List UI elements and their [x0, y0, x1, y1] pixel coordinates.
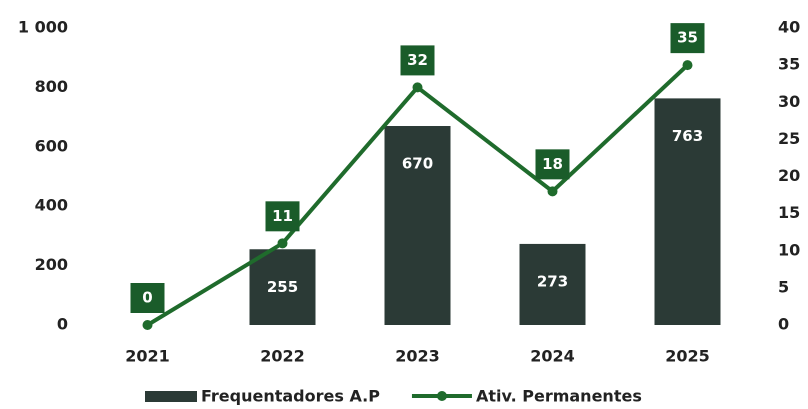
y2-tick-label: 35 — [778, 55, 800, 74]
line-point — [142, 320, 153, 330]
value-label-box — [670, 23, 705, 54]
y2-tick-label: 40 — [778, 18, 800, 37]
bar-value-label: 670 — [402, 155, 433, 173]
bar — [249, 249, 316, 325]
x-tick-label: 2025 — [665, 347, 710, 366]
bar — [384, 126, 451, 325]
value-label-box — [535, 149, 570, 180]
y-tick-label: 600 — [35, 136, 68, 155]
line-point — [277, 238, 288, 249]
x-tick-label: 2021 — [125, 347, 170, 366]
line-value-label: 35 — [677, 29, 698, 47]
y2-tick-label: 30 — [778, 92, 800, 111]
value-label-box — [265, 201, 300, 232]
x-tick-label: 2022 — [260, 347, 305, 366]
legend-swatch — [145, 391, 197, 402]
y-tick-label: 800 — [35, 77, 68, 96]
value-label-box — [130, 283, 165, 313]
line-point — [412, 82, 423, 93]
y-tick-label: 0 — [57, 315, 68, 334]
y2-tick-label: 25 — [778, 129, 800, 148]
line-value-label: 0 — [142, 289, 152, 307]
y-tick-label: 200 — [35, 255, 68, 274]
line-point — [547, 186, 558, 197]
y-tick-label: 1 000 — [18, 18, 68, 37]
line-value-label: 18 — [542, 155, 563, 173]
bar-value-label: 763 — [672, 127, 703, 145]
legend-label: Ativ. Permanentes — [476, 387, 642, 406]
bar-value-label: 255 — [267, 278, 298, 296]
y2-tick-label: 20 — [778, 166, 800, 185]
value-label-box — [400, 45, 435, 76]
bar-value-label: 273 — [537, 272, 568, 290]
y2-tick-label: 5 — [778, 277, 789, 296]
y2-tick-label: 0 — [778, 315, 789, 334]
x-tick-label: 2023 — [395, 347, 440, 366]
y-tick-label: 400 — [35, 196, 68, 215]
y2-tick-label: 10 — [778, 240, 800, 259]
line-point — [682, 60, 693, 71]
legend-label: Frequentadores A.P — [201, 387, 380, 406]
line-value-label: 32 — [407, 51, 428, 69]
bar — [654, 98, 721, 325]
y2-tick-label: 15 — [778, 203, 800, 222]
bar — [519, 243, 586, 325]
x-tick-label: 2024 — [530, 347, 575, 366]
line-value-label: 11 — [272, 207, 293, 225]
legend-marker — [436, 391, 447, 401]
